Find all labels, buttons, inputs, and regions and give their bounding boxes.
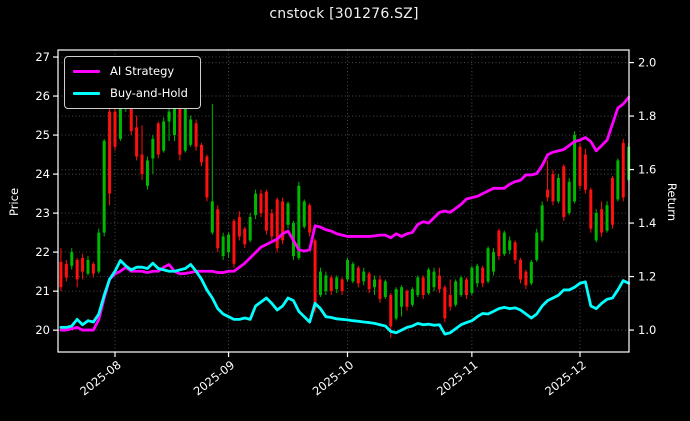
legend: AI Strategy Buy-and-Hold [64, 56, 201, 109]
chart-title: cnstock [301276.SZ] [269, 6, 419, 22]
price-tick-label: 27 [35, 50, 50, 64]
candlestick-layer [59, 84, 631, 338]
legend-label-buy-and-hold: Buy-and-Hold [110, 86, 188, 100]
legend-item-ai-strategy: AI Strategy [73, 62, 188, 80]
price-tick-label: 21 [35, 284, 50, 298]
date-tick-label: 2025-12 [542, 358, 588, 399]
return-tick-label: 1.2 [638, 270, 656, 284]
ai-strategy-line-swatch [73, 69, 100, 73]
price-tick-label: 24 [35, 167, 50, 181]
price-tick-label: 20 [35, 323, 50, 337]
return-tick-label: 1.8 [638, 109, 656, 123]
date-tick-label: 2025-11 [434, 358, 480, 399]
axis-bottom: 2025-08 2025-09 2025-10 2025-11 2025-12 [77, 352, 589, 399]
date-tick-label: 2025-08 [77, 358, 123, 399]
axis-right: 1.0 1.2 1.4 1.6 1.8 2.0 [629, 56, 656, 337]
legend-label-ai-strategy: AI Strategy [110, 64, 175, 78]
axis-left: 20 21 22 23 24 25 26 27 [35, 50, 58, 337]
legend-item-buy-and-hold: Buy-and-Hold [73, 84, 188, 102]
buy-and-hold-line-swatch [73, 91, 100, 95]
price-tick-label: 23 [35, 206, 50, 220]
price-tick-label: 25 [35, 128, 50, 142]
return-tick-label: 2.0 [638, 56, 656, 70]
price-tick-label: 26 [35, 89, 50, 103]
date-tick-label: 2025-09 [191, 358, 237, 399]
buy-and-hold-line [59, 259, 631, 336]
date-tick-label: 2025-10 [310, 358, 356, 399]
return-tick-label: 1.0 [638, 323, 656, 337]
ai-strategy-line [59, 95, 631, 332]
return-tick-label: 1.4 [638, 216, 656, 230]
price-tick-label: 22 [35, 245, 50, 259]
return-tick-label: 1.6 [638, 163, 656, 177]
plot-border [57, 49, 630, 353]
